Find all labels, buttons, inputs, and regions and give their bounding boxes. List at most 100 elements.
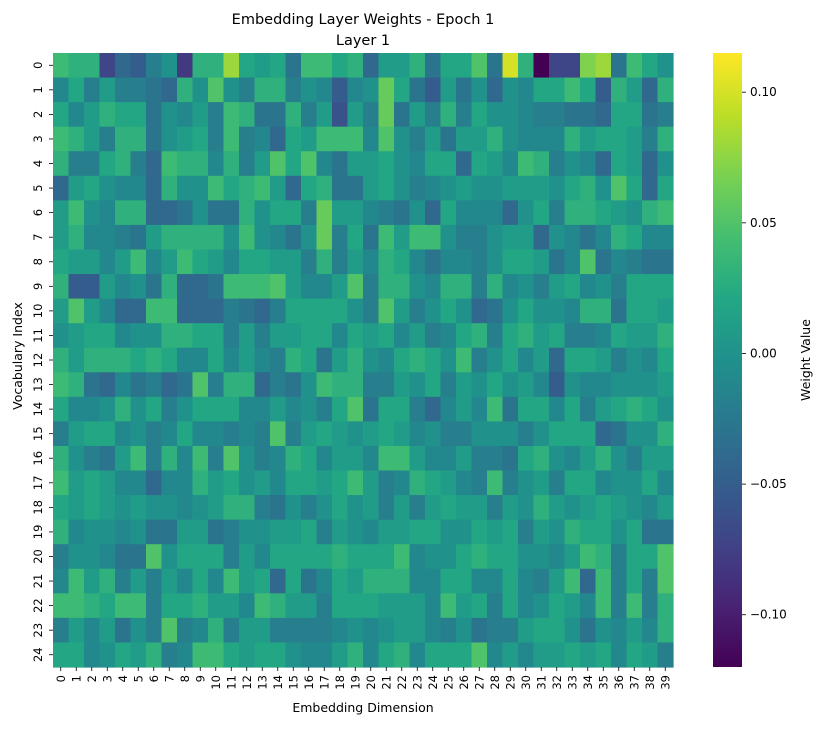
heatmap-cell [208, 544, 225, 570]
heatmap-cell [626, 544, 643, 570]
heatmap-cell [549, 175, 566, 201]
heatmap-cell [239, 642, 256, 668]
heatmap-cell [378, 274, 395, 300]
heatmap-cell [487, 151, 504, 177]
heatmap-cell [84, 568, 101, 594]
heatmap-cell [239, 593, 256, 619]
heatmap-cell [270, 200, 287, 226]
heatmap-cell [316, 495, 333, 521]
heatmap-cell [177, 249, 194, 275]
heatmap-cell [84, 298, 101, 324]
heatmap-cell [208, 200, 225, 226]
heatmap-cell [440, 568, 457, 594]
heatmap-cell [161, 53, 178, 79]
heatmap-cell [533, 642, 550, 668]
x-tick-label: 6 [147, 675, 161, 682]
heatmap-cell [456, 53, 473, 79]
heatmap-cell [270, 347, 287, 373]
heatmap-cell [657, 77, 674, 103]
heatmap-cell [84, 151, 101, 177]
heatmap-cell [378, 544, 395, 570]
heatmap-cell [456, 274, 473, 300]
heatmap-cell [223, 495, 240, 521]
heatmap-cell [409, 175, 426, 201]
heatmap-cell [192, 298, 209, 324]
heatmap-cell [53, 519, 70, 545]
heatmap-cell [99, 126, 116, 152]
heatmap-cell [425, 323, 442, 349]
heatmap-cell [363, 224, 380, 251]
heatmap-cell [301, 470, 318, 496]
heatmap-cell [130, 593, 147, 619]
heatmap-cell [394, 224, 411, 251]
heatmap-cell [130, 568, 147, 594]
heatmap-cell [425, 347, 442, 373]
heatmap-cell [456, 396, 473, 422]
heatmap-cell [146, 593, 163, 619]
heatmap-cell [347, 347, 364, 373]
heatmap-cell [626, 568, 643, 594]
x-tick-label: 1 [69, 675, 83, 682]
y-tick-label: 1 [31, 86, 45, 93]
heatmap-cell [394, 495, 411, 521]
heatmap-cell [68, 151, 85, 177]
heatmap-cell [409, 568, 426, 594]
heatmap-cell [471, 519, 488, 545]
heatmap-cell [239, 495, 256, 521]
heatmap-cell [347, 544, 364, 570]
x-tick-label: 30 [519, 675, 533, 690]
heatmap-cell [564, 102, 581, 128]
heatmap-cell [642, 519, 659, 545]
heatmap-cell [99, 421, 116, 447]
heatmap-cell [642, 568, 659, 594]
heatmap-cell [440, 396, 457, 422]
heatmap-cell [518, 126, 535, 152]
heatmap-cell [626, 151, 643, 177]
heatmap-cell [409, 224, 426, 251]
heatmap-cell [239, 102, 256, 128]
heatmap-cell [378, 298, 395, 324]
heatmap-cell [440, 617, 457, 644]
heatmap-cell [177, 642, 194, 668]
heatmap-cell [146, 53, 163, 79]
heatmap-cell [626, 372, 643, 398]
heatmap-cell [115, 200, 132, 226]
heatmap-cell [130, 323, 147, 349]
heatmap-cell [580, 495, 597, 521]
heatmap-cell [115, 544, 132, 570]
heatmap-cell [657, 495, 674, 521]
heatmap-cell [518, 617, 535, 644]
heatmap-cell [580, 445, 597, 472]
heatmap-cell [84, 175, 101, 201]
heatmap-cell [146, 274, 163, 300]
heatmap-cell [115, 568, 132, 594]
heatmap-cell [223, 544, 240, 570]
heatmap-cell [332, 200, 349, 226]
chart-title: Embedding Layer Weights - Epoch 1 [232, 12, 495, 28]
heatmap-cell [161, 200, 178, 226]
heatmap-cell [611, 593, 628, 619]
heatmap-cell [332, 77, 349, 103]
heatmap-cell [285, 53, 302, 79]
heatmap-cell [657, 274, 674, 300]
heatmap-cell [642, 347, 659, 373]
heatmap-cell [347, 421, 364, 447]
heatmap-cell [502, 102, 519, 128]
heatmap-cell [239, 77, 256, 103]
heatmap-cell [440, 53, 457, 79]
heatmap-cell [626, 200, 643, 226]
heatmap-cell [316, 175, 333, 201]
heatmap-cell [347, 323, 364, 349]
heatmap-cell [409, 274, 426, 300]
colorbar-tick-label: −0.10 [750, 608, 787, 622]
heatmap-cell [254, 53, 271, 79]
heatmap-cell [270, 274, 287, 300]
heatmap-cell [425, 568, 442, 594]
heatmap-cell [68, 617, 85, 644]
heatmap-cell [394, 126, 411, 152]
heatmap-cell [611, 274, 628, 300]
heatmap-cell [456, 593, 473, 619]
heatmap-cell [177, 77, 194, 103]
heatmap-cell [53, 274, 70, 300]
heatmap-cell [657, 421, 674, 447]
